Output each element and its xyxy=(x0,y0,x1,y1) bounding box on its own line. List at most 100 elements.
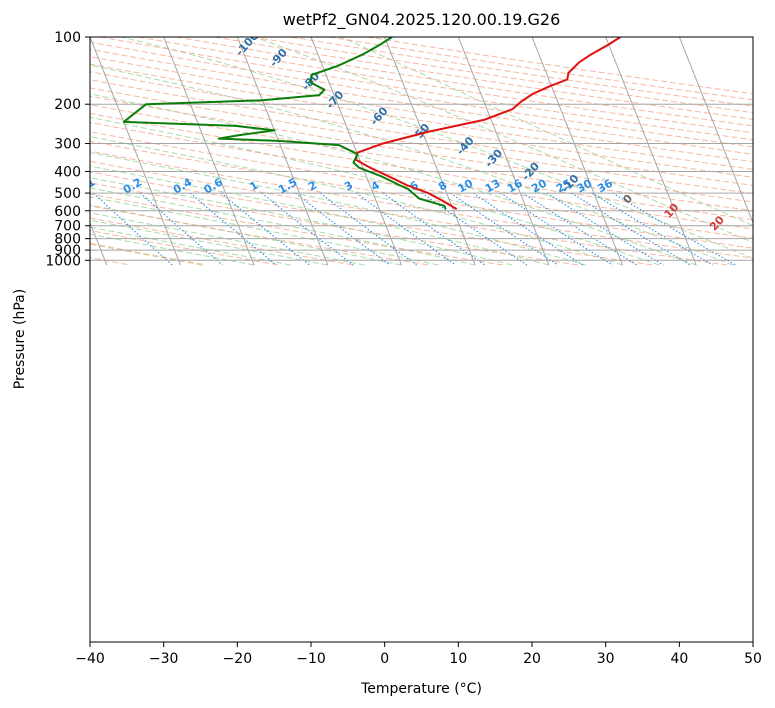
isotherm-line xyxy=(752,37,753,39)
axes: −40 −30 −20 −10 0 10 20 30 40 5010020030040050060… xyxy=(45,30,762,667)
dry-adiabats xyxy=(90,37,753,266)
y-tick-label: 800 xyxy=(54,232,81,248)
dry-adiabat-label: -40 xyxy=(454,134,477,158)
x-tick-label: −40 xyxy=(75,651,105,667)
plot-area: 0.1 0.2 0.4 0.6 1 1.5 2 3 4 6 8 10 13 16 20 25 30 36-100-… xyxy=(0,29,775,266)
moist-adiabat-line xyxy=(340,37,753,227)
mixing-ratio-line xyxy=(189,192,277,266)
mixing-ratio-line xyxy=(93,192,173,266)
y-tick-label: 200 xyxy=(54,97,81,113)
dry-adiabat-line xyxy=(90,242,205,266)
plot-frame xyxy=(89,36,754,643)
grid-lines xyxy=(0,37,753,266)
x-tick-label: 0 xyxy=(380,651,389,667)
x-tick-label: 50 xyxy=(744,651,762,667)
y-tick-label: 500 xyxy=(54,186,81,202)
dry-adiabat-line xyxy=(90,48,753,155)
dry-adiabat-line xyxy=(90,71,753,178)
isotherm-line xyxy=(384,37,476,266)
dry-adiabat-line xyxy=(90,193,504,266)
mixing-ratio-line xyxy=(220,192,310,266)
mixing-ratio-line xyxy=(472,192,584,266)
isotherm-line xyxy=(90,221,108,266)
dry-adiabat-line xyxy=(90,87,753,195)
dry-adiabat-line xyxy=(90,41,753,148)
y-tick-label: 100 xyxy=(54,30,81,46)
mixing-ratio-line xyxy=(546,192,664,266)
chart-title: wetPf2_GN04.2025.120.00.19.G26 xyxy=(283,10,561,30)
dry-adiabat-label: -100 xyxy=(233,29,261,58)
mixing-ratio-label: 0.1 xyxy=(74,176,97,197)
temperature-line xyxy=(355,37,621,210)
dry-adiabat-line xyxy=(90,205,429,266)
dry-adiabat-line xyxy=(90,230,280,266)
dry-adiabat-label: -30 xyxy=(482,146,505,170)
y-tick-label: 700 xyxy=(54,219,81,235)
dry-adiabat-line xyxy=(90,243,205,266)
dry-adiabat-line xyxy=(90,121,753,230)
dry-adiabat-line xyxy=(90,104,753,212)
dry-adiabat-line xyxy=(90,217,355,266)
moist-adiabat-line xyxy=(90,212,365,266)
dry-adiabat-line xyxy=(90,140,753,249)
y-tick-label: 1000 xyxy=(45,253,81,269)
mixing-ratio-line xyxy=(500,192,613,266)
dry-adiabat-line xyxy=(329,37,753,101)
x-tick-label: 20 xyxy=(523,651,541,667)
dewpoint-line xyxy=(122,37,447,210)
moist-adiabat-label: 10 xyxy=(662,201,682,221)
isotherm-line xyxy=(90,37,181,266)
dry-adiabat-line xyxy=(90,160,728,266)
x-tick-label: −30 xyxy=(149,651,179,667)
moist-adiabat-line xyxy=(90,226,292,266)
y-tick-label: 400 xyxy=(54,164,81,180)
dry-adiabat-line xyxy=(90,182,579,266)
isotherm-line xyxy=(457,37,550,266)
mixing-ratio-line xyxy=(591,192,714,266)
isotherm-line xyxy=(163,37,255,266)
isotherm-line xyxy=(678,37,753,224)
dry-adiabat-line xyxy=(138,37,753,134)
x-tick-label: 40 xyxy=(670,651,688,667)
dry-adiabat-line xyxy=(90,171,653,266)
y-axis-title: Pressure (hPa) xyxy=(12,289,28,389)
y-tick-label: 300 xyxy=(54,137,81,153)
dry-adiabat-line xyxy=(90,95,753,203)
moist-adiabat-line xyxy=(90,177,513,266)
moist-adiabat-line xyxy=(90,64,734,266)
moist-adiabat-label: 30 xyxy=(755,225,775,245)
isotherm-line xyxy=(531,37,623,266)
dry-adiabat-line xyxy=(90,150,753,259)
x-tick-label: −20 xyxy=(223,651,253,667)
mixing-ratio-lines xyxy=(93,192,736,266)
isotherm-line xyxy=(0,37,33,265)
x-tick-label: 30 xyxy=(597,651,615,667)
isotherm-line xyxy=(236,37,329,266)
moist-adiabat-line xyxy=(90,165,549,266)
x-tick-label: −10 xyxy=(296,651,326,667)
x-axis-title: Temperature (°C) xyxy=(360,681,482,697)
moist-adiabat-label: 0 xyxy=(620,192,635,207)
moist-adiabat-line xyxy=(90,233,255,266)
mixing-ratio-line xyxy=(612,192,736,266)
moist-adiabat-line xyxy=(90,152,586,266)
isotherm-line xyxy=(310,37,402,266)
moist-adiabat-line xyxy=(90,219,328,266)
y-tick-label: 600 xyxy=(54,204,81,220)
moist-adiabat-line xyxy=(90,116,660,266)
dry-adiabat-line xyxy=(90,63,753,170)
data-series xyxy=(122,37,621,210)
moist-adiabat-line xyxy=(90,136,623,266)
moist-adiabat-line xyxy=(254,37,753,244)
y-tick-label: 900 xyxy=(54,243,81,259)
mixing-ratio-line xyxy=(421,192,528,266)
moist-adiabat-line xyxy=(90,93,697,266)
mixing-ratio-line xyxy=(319,192,417,266)
mixing-ratio-line xyxy=(261,192,354,266)
isotherm-line xyxy=(605,37,697,266)
mixing-ratio-line xyxy=(571,192,691,266)
x-tick-label: 10 xyxy=(449,651,467,667)
mixing-ratio-line xyxy=(382,192,485,266)
dry-adiabat-line xyxy=(90,112,753,221)
